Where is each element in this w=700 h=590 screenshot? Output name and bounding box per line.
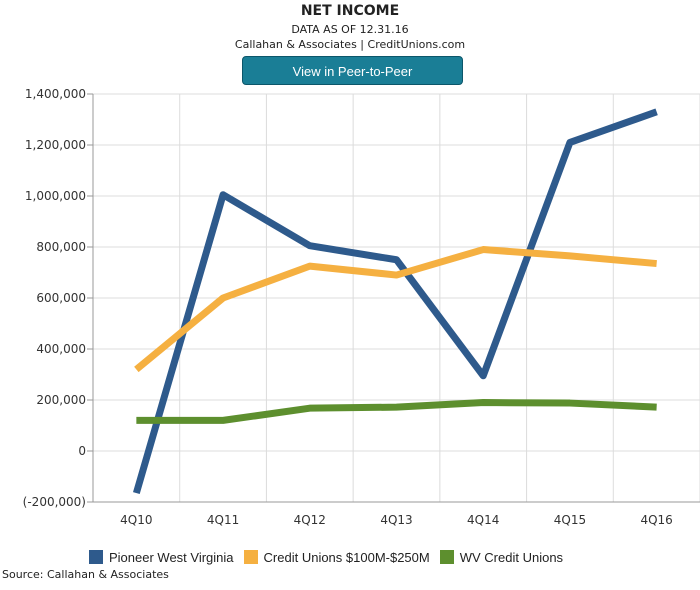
legend-label: Credit Unions $100M-$250M bbox=[263, 549, 430, 565]
x-tick-label: 4Q11 bbox=[207, 513, 239, 527]
series-lines bbox=[132, 108, 658, 495]
net-income-chart: (-200,000) 0 200,000 400,000 600,000 800,000 1… bbox=[23, 87, 700, 527]
y-tick-label: 1,400,000 bbox=[25, 87, 86, 101]
series-line-pioneer-west-virginia[interactable] bbox=[132, 108, 658, 495]
series-line-wv-credit-unions[interactable] bbox=[136, 399, 657, 424]
legend-label: WV Credit Unions bbox=[459, 549, 564, 565]
legend-swatch bbox=[243, 550, 258, 564]
legend-item-credit-unions-100m-250m[interactable]: Credit Unions $100M-$250M bbox=[243, 549, 430, 565]
y-tick-label: (-200,000) bbox=[23, 495, 86, 509]
x-tick-label: 4Q15 bbox=[554, 513, 586, 527]
legend-label: Pioneer West Virginia bbox=[109, 549, 234, 565]
attribution-subtitle: Callahan & Associates | CreditUnions.com bbox=[234, 38, 466, 51]
y-axis-ticks: (-200,000) 0 200,000 400,000 600,000 800,000 1… bbox=[23, 87, 86, 509]
y-tick-label: 800,000 bbox=[36, 240, 86, 254]
y-tick-label: 1,200,000 bbox=[25, 138, 86, 152]
legend-swatch bbox=[89, 550, 103, 564]
y-tick-label: 600,000 bbox=[36, 291, 86, 305]
legend-item-pioneer-west-virginia[interactable]: Pioneer West Virginia bbox=[89, 550, 234, 565]
x-tick-label: 4Q12 bbox=[294, 513, 326, 527]
axes bbox=[87, 93, 700, 503]
legend-item-wv-credit-unions[interactable]: WV Credit Unions bbox=[439, 549, 564, 565]
grid-lines bbox=[92, 93, 700, 503]
y-tick-label: 400,000 bbox=[36, 342, 86, 356]
x-tick-label: 4Q16 bbox=[640, 513, 672, 527]
series-line-credit-unions-100m-250m[interactable] bbox=[134, 246, 657, 373]
x-axis-ticks: 4Q10 4Q11 4Q12 4Q13 4Q14 4Q15 4Q16 bbox=[120, 513, 673, 527]
x-tick-label: 4Q10 bbox=[120, 513, 152, 527]
y-tick-label: 1,000,000 bbox=[25, 189, 86, 203]
legend: Pioneer West Virginia Credit Unions $100… bbox=[89, 548, 573, 566]
y-tick-label: 200,000 bbox=[36, 393, 86, 407]
x-tick-label: 4Q14 bbox=[467, 513, 499, 527]
x-tick-label: 4Q13 bbox=[380, 513, 412, 527]
legend-swatch bbox=[439, 550, 454, 564]
y-tick-label: 0 bbox=[78, 444, 86, 458]
data-date-subtitle: DATA AS OF 12.31.16 bbox=[291, 23, 409, 36]
chart-title: NET INCOME bbox=[300, 3, 400, 19]
source-note: Source: Callahan & Associates bbox=[2, 568, 169, 581]
view-peer-to-peer-button[interactable]: View in Peer-to-Peer bbox=[242, 56, 463, 85]
